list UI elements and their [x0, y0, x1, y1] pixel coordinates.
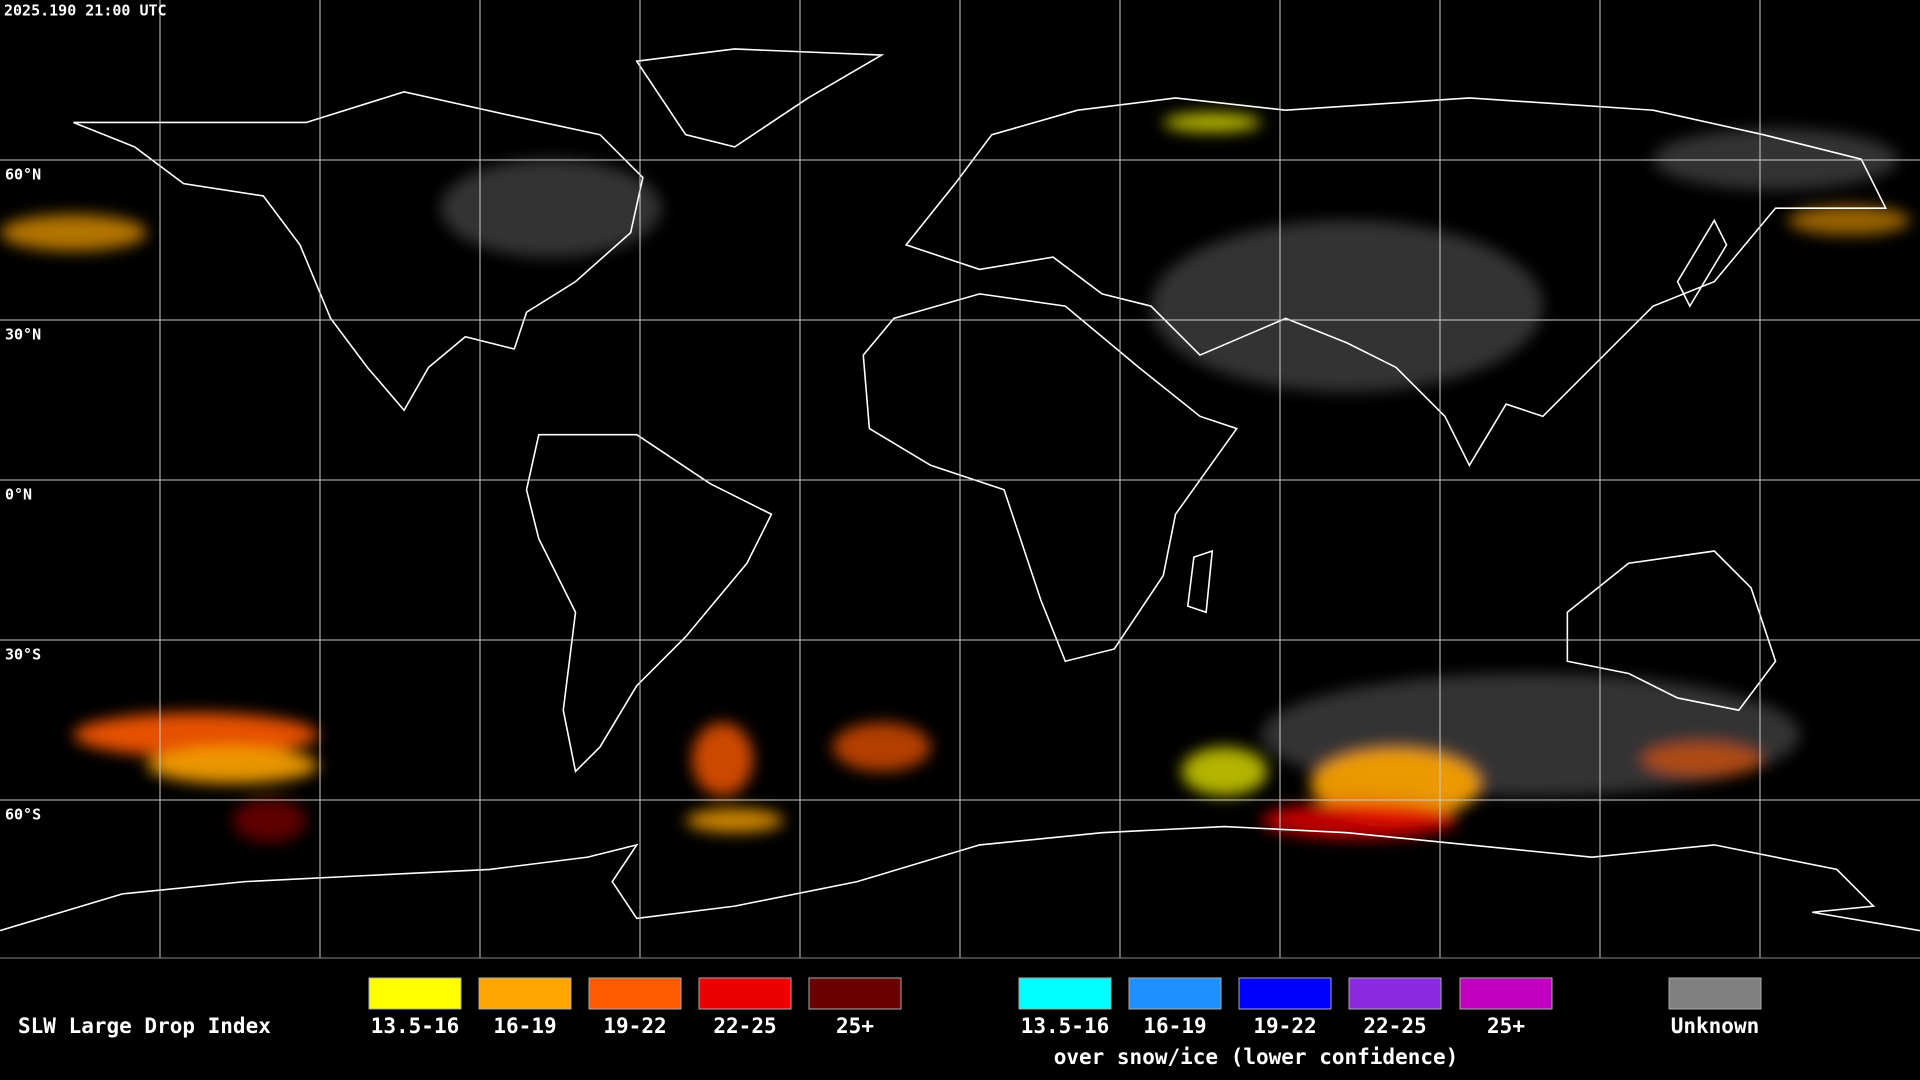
legend-label: 22-25 — [713, 1014, 776, 1038]
latitude-label: 60°N — [5, 166, 41, 184]
legend-swatch — [1128, 977, 1222, 1010]
legend-swatch — [698, 977, 792, 1010]
latitude-label: 0°N — [5, 486, 32, 504]
legend-label: Unknown — [1671, 1014, 1760, 1038]
legend-label: 13.5-16 — [371, 1014, 460, 1038]
legend-label: 25+ — [1487, 1014, 1525, 1038]
map-layer — [0, 48, 1920, 932]
legend-label: 25+ — [836, 1014, 874, 1038]
legend-swatch — [478, 977, 572, 1010]
coastlines — [0, 48, 1920, 932]
legend-swatch — [368, 977, 462, 1010]
legend-swatch — [1238, 977, 1332, 1010]
legend-swatch — [1668, 977, 1762, 1010]
latitude-label: 60°S — [5, 806, 41, 824]
legend-label: 16-19 — [493, 1014, 556, 1038]
timestamp: 2025.190 21:00 UTC — [4, 2, 167, 20]
legend-swatch — [588, 977, 682, 1010]
legend-label: 16-19 — [1143, 1014, 1206, 1038]
legend-label: 13.5-16 — [1021, 1014, 1110, 1038]
legend-swatch — [1459, 977, 1553, 1010]
legend-label: 22-25 — [1363, 1014, 1426, 1038]
latitude-label: 30°N — [5, 326, 41, 344]
graticule — [0, 0, 1920, 958]
legend-label: 19-22 — [603, 1014, 666, 1038]
legend-swatch — [1018, 977, 1112, 1010]
legend-caption: over snow/ice (lower confidence) — [1054, 1045, 1459, 1069]
legend-label: 19-22 — [1253, 1014, 1316, 1038]
legend-swatch — [1348, 977, 1442, 1010]
legend-title: SLW Large Drop Index — [18, 1014, 271, 1038]
data-overlay — [0, 112, 1911, 843]
legend-swatch — [808, 977, 902, 1010]
latitude-label: 30°S — [5, 646, 41, 664]
